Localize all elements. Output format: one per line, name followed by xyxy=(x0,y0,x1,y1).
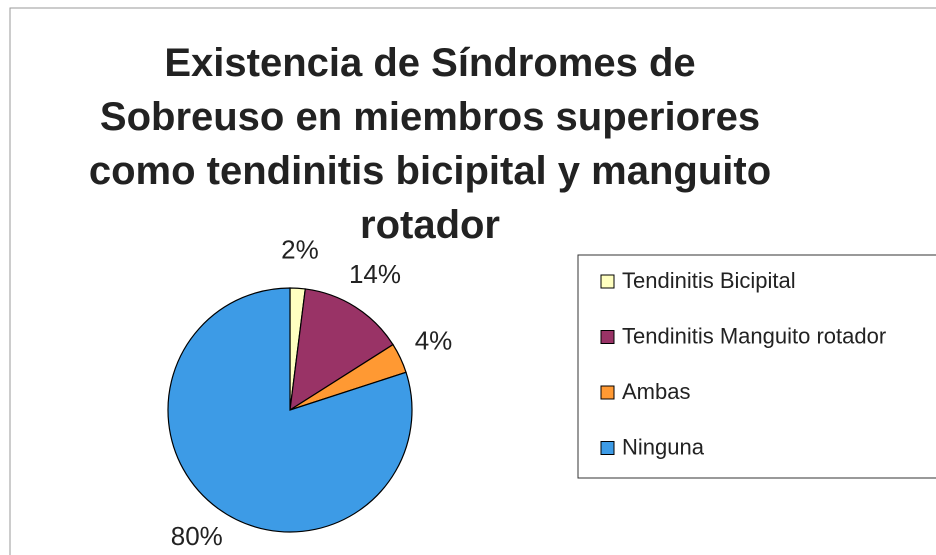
data-label: 4% xyxy=(415,325,453,355)
legend-label: Ninguna xyxy=(622,434,705,459)
legend-label: Tendinitis Manguito rotador xyxy=(622,323,886,348)
pie-slice xyxy=(289,288,394,412)
data-label: 2% xyxy=(281,235,319,265)
data-label: 14% xyxy=(349,259,401,289)
chart-frame xyxy=(9,7,936,555)
legend-label: Ambas xyxy=(622,379,690,404)
data-label: 80% xyxy=(171,521,223,551)
pie-slice xyxy=(167,287,413,533)
legend-swatch xyxy=(600,441,615,455)
chart-title: Existencia de Síndromes de Sobreuso en m… xyxy=(88,41,772,247)
legend-box xyxy=(577,254,936,479)
legend-swatch xyxy=(600,385,615,400)
legend-swatch xyxy=(600,274,615,289)
legend-swatch xyxy=(600,330,615,344)
legend-label: Tendinitis Bicipital xyxy=(622,268,796,293)
